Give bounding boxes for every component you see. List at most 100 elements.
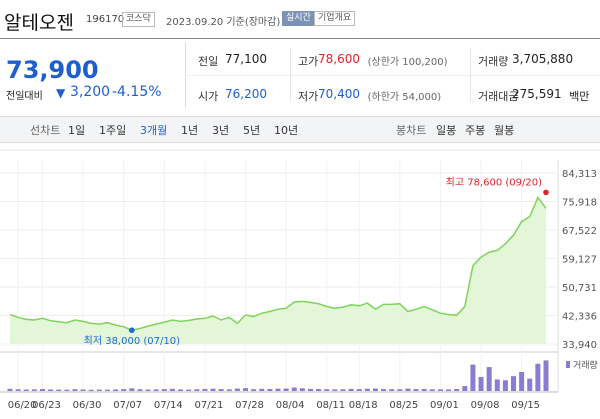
y-tick-label: 59,127 [562,254,597,265]
period-tab[interactable]: 10년 [274,124,299,137]
stat-label: 고가 [298,55,319,68]
x-tick-label: 09/08 [471,400,500,411]
y-tick-label: 42,336 [562,311,597,322]
volume-bar [72,389,78,391]
volume-bar [226,389,232,391]
x-tick-label: 06/20 [8,400,37,411]
annotation-dot [543,189,549,196]
volume-bar [340,389,346,391]
stat-label: 거래대금 [478,90,519,103]
x-tick-label: 07/07 [113,400,142,411]
tab-label: 봉차트 [396,124,427,137]
stat-note: (상한가 100,200) [367,57,448,68]
y-tick-label: 75,918 [562,197,597,208]
price-area [10,197,546,344]
y-tick-label: 50,731 [562,283,597,294]
volume-bar [437,389,443,391]
volume-bar [23,389,29,391]
candle-tab[interactable]: 일봉 [436,124,457,137]
volume-bar [511,376,517,391]
period-tab[interactable]: 1주일 [99,124,127,137]
volume-bar [478,376,484,391]
period-tab[interactable]: 3개월 [140,124,168,137]
y-tick-label: 33,940 [562,340,597,351]
volume-bar [104,389,110,391]
volume-bar [7,388,13,391]
company-info-button[interactable]: 기업개요 [314,11,356,26]
stat-value: 76,200 [225,87,267,101]
volume-bar [462,386,468,391]
volume-bar [96,389,102,391]
volume-bar [121,389,127,391]
volume-bar [161,389,167,391]
x-tick-label: 08/18 [349,400,378,411]
volume-bar [299,388,305,391]
change-arrow: ▼ [56,86,66,100]
x-tick-label: 08/04 [276,400,305,411]
price: 73,900 [6,56,99,84]
volume-bar [186,389,192,391]
stat-label: 거래량 [478,55,509,68]
y-tick-label: 84,313 [562,169,597,180]
period-tab[interactable]: 5년 [243,124,261,137]
x-tick-label: 09/15 [511,400,540,411]
stat-value: 275,591 [512,87,562,101]
stat-unit: 백만 [569,90,590,103]
annotation-label: 최저 38,000 (07/10) [84,335,180,347]
x-tick-label: 07/14 [154,400,183,411]
change: 3,200 [70,84,111,100]
volume-bar [267,389,273,391]
volume-bar [405,388,411,391]
volume-bar [259,388,265,391]
stat-note: (하한가 54,000) [367,92,442,103]
volume-bar [502,380,508,391]
volume-bar [178,389,184,391]
volume-bar [243,388,249,391]
volume-bar [381,389,387,391]
volume-bar [413,389,419,391]
date: 2023.09.20 기준(장마감) [166,17,281,28]
period-tab[interactable]: 1년 [181,124,199,137]
volume-bar [218,389,224,391]
price-line [9,196,547,331]
volume-bar [153,389,159,391]
volume-bar [169,388,175,391]
stat-label: 시가 [198,90,219,103]
annotation-label: 최고 78,600 (09/20) [446,176,542,188]
volume-bar [494,379,500,391]
volume-bar [372,388,378,391]
volume-bar [389,389,395,391]
stat-value: 3,705,880 [512,52,574,66]
stat-value: 77,100 [225,52,267,66]
divider [0,38,600,39]
volume-bar [39,389,45,391]
change-label: 전일대비 [6,91,43,102]
volume-bar [80,389,86,391]
volume-bar [519,372,525,391]
volume-bar [348,388,354,391]
period-tab[interactable]: 1일 [68,124,86,137]
volume-bar [324,389,330,391]
stock-code: 196170 [86,14,125,25]
volume-bar [88,389,94,391]
volume-bar [113,389,119,391]
period-tab[interactable]: 3년 [212,124,230,137]
divider [290,48,291,102]
stat-label: 저가 [298,90,319,103]
y-tick-label: 67,522 [562,226,597,237]
volume-bar [364,388,370,391]
volume-bar [15,389,21,391]
tab-bar [0,116,600,143]
volume-bar [356,389,362,391]
candle-tab[interactable]: 월봉 [494,124,515,137]
volume-bar [275,388,281,391]
x-tick-label: 07/21 [194,400,223,411]
tab-label: 선차트 [30,124,61,137]
x-tick-label: 07/28 [235,400,264,411]
volume-bar [145,389,151,391]
volume-bar [470,364,476,391]
volume-bar [194,389,200,391]
candle-tab[interactable]: 주봉 [465,124,486,137]
volume-bar [316,389,322,391]
